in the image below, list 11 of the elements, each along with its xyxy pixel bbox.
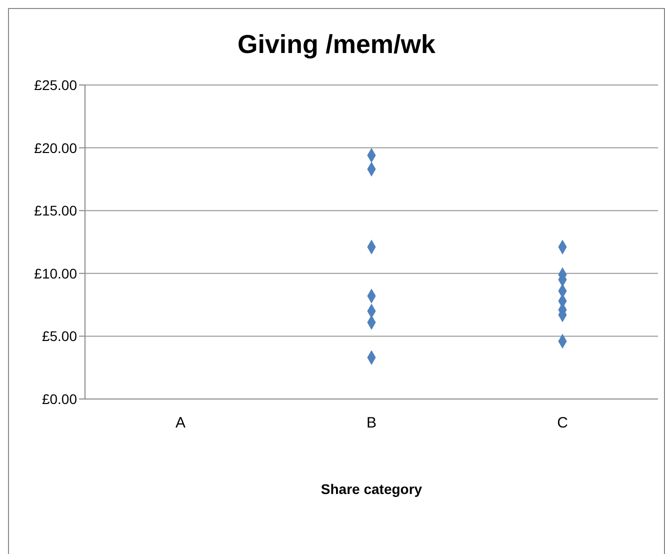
- x-tick-label: C: [557, 414, 568, 432]
- y-tick-label: £15.00: [34, 202, 78, 219]
- y-tick-label: £0.00: [42, 390, 78, 407]
- y-tick-label: £25.00: [34, 76, 78, 93]
- x-tick-label: A: [175, 414, 186, 432]
- y-tick-label: £5.00: [42, 328, 78, 344]
- x-axis-title: Share category: [320, 481, 424, 497]
- y-tick-label: £10.00: [34, 265, 78, 282]
- y-tick-label: £20.00: [34, 140, 78, 156]
- x-tick-label: B: [366, 414, 377, 432]
- chart-title: Giving /mem/wk: [236, 29, 436, 60]
